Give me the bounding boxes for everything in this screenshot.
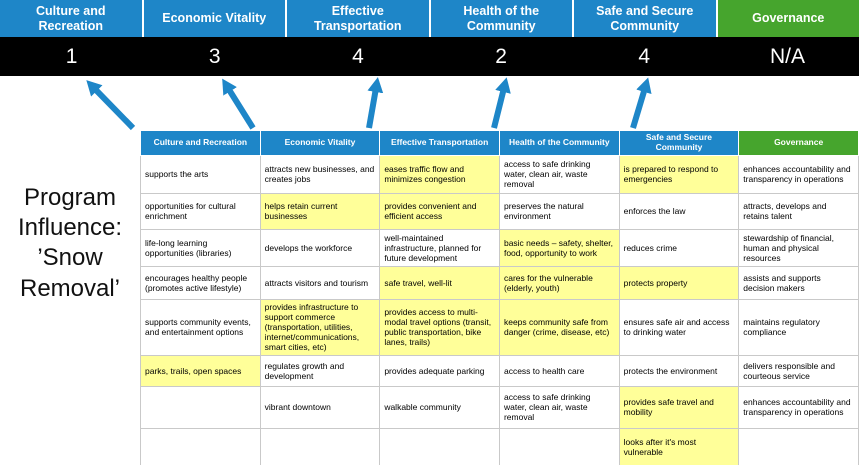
- matrix-row: opportunities for cultural enrichment hel…: [140, 192, 859, 230]
- up-arrow-icon: [491, 77, 511, 129]
- matrix-cell: life-long learning opportunities (librar…: [140, 228, 261, 267]
- matrix-body: supports the arts attracts new businesses…: [140, 154, 859, 465]
- matrix-cell: protects the environment: [618, 354, 740, 387]
- matrix-cell: stewardship of financial, human and phys…: [738, 228, 859, 267]
- matrix-cell: [259, 427, 381, 465]
- matrix-cell: ensures safe air and access to drinking …: [618, 298, 740, 356]
- matrix-cell: attracts new businesses, and creates job…: [259, 154, 381, 194]
- pillar-banner: Culture and Recreation Economic Vitality E…: [0, 0, 859, 37]
- matrix-cell: looks after it's most vulnerable: [618, 427, 740, 465]
- matrix-cell: delivers responsible and courteous servi…: [738, 354, 859, 387]
- matrix-cell: assists and supports decision makers: [738, 265, 859, 300]
- matrix-header: Economic Vitality: [259, 130, 381, 156]
- pillar-banner-cell: Governance: [717, 0, 859, 37]
- matrix-cell: eases traffic flow and minimizes congest…: [379, 154, 500, 194]
- matrix-row: life-long learning opportunities (librar…: [140, 228, 859, 267]
- program-title: Program Influence: ’Snow Removal’: [17, 184, 123, 302]
- score-value: N/A: [769, 44, 805, 68]
- matrix-cell: attracts, develops and retains talent: [738, 192, 859, 230]
- matrix-cell: is prepared to respond to emergencies: [618, 154, 740, 194]
- matrix-row: supports community events, and entertain…: [140, 298, 859, 356]
- matrix-cell: vibrant downtown: [259, 385, 381, 429]
- score-value: 4: [638, 44, 651, 68]
- matrix-cell: provides access to multi-modal travel op…: [379, 298, 500, 356]
- matrix-header: Culture and Recreation: [140, 130, 261, 156]
- matrix-row: parks, trails, open spaces regulates grow…: [140, 354, 859, 387]
- matrix-cell: well-maintained infrastructure, planned …: [379, 228, 500, 267]
- score-value: 4: [352, 44, 364, 68]
- matrix-cell: develops the workforce: [259, 228, 381, 267]
- matrix-cell: access to health care: [498, 354, 620, 387]
- up-arrow-icon: [222, 78, 256, 130]
- matrix-cell: basic needs – safety, shelter, food, opp…: [498, 228, 620, 267]
- matrix-cell: enhances accountability and transparency…: [738, 154, 859, 194]
- matrix-cell: keeps community safe from danger (crime,…: [498, 298, 620, 356]
- pillar-banner-cell: Effective Transportation: [287, 0, 431, 37]
- matrix-cell: [140, 427, 261, 465]
- pillar-banner-cell: Health of the Community: [430, 0, 574, 37]
- matrix-cell: enforces the law: [618, 192, 740, 230]
- matrix-cell: parks, trails, open spaces: [140, 354, 261, 387]
- pillar-banner-cell: Culture and Recreation: [0, 0, 144, 37]
- matrix-row: encourages healthy people (promotes acti…: [140, 265, 859, 300]
- matrix-row: looks after it's most vulnerable: [140, 427, 859, 465]
- matrix-row: vibrant downtown walkable community access…: [140, 385, 859, 429]
- matrix-header-row: Culture and Recreation Economic Vitality E…: [140, 130, 859, 156]
- matrix-cell: preserves the natural environment: [498, 192, 620, 230]
- matrix-header: Effective Transportation: [379, 130, 500, 156]
- score-value: 1: [65, 44, 78, 68]
- pillar-banner-cell: Safe and Secure Community: [574, 0, 718, 37]
- matrix-cell: [140, 385, 261, 429]
- matrix-cell: walkable community: [379, 385, 500, 429]
- matrix-cell: reduces crime: [618, 228, 740, 267]
- matrix-cell: attracts visitors and tourism: [259, 265, 381, 300]
- matrix-cell: safe travel, well-lit: [379, 265, 500, 300]
- up-arrow-icon: [86, 80, 136, 131]
- matrix-header: Health of the Community: [498, 130, 620, 156]
- score-band: 1 3 4 2 4 N/A: [0, 37, 859, 76]
- matrix-cell: access to safe drinking water, clean air…: [498, 154, 620, 194]
- matrix-cell: regulates growth and development: [259, 354, 381, 387]
- matrix-cell: [498, 427, 620, 465]
- matrix-cell: [379, 427, 500, 465]
- matrix-cell: provides adequate parking: [379, 354, 500, 387]
- matrix-cell: provides infrastructure to support comme…: [259, 298, 381, 356]
- matrix-cell: provides convenient and efficient access: [379, 192, 500, 230]
- influence-matrix: Culture and Recreation Economic Vitality E…: [140, 130, 859, 465]
- pillar-banner-cell: Economic Vitality: [143, 0, 287, 37]
- matrix-cell: provides safe travel and mobility: [618, 385, 740, 429]
- up-arrow-icon: [630, 77, 652, 129]
- matrix-cell: cares for the vulnerable (elderly, youth…: [498, 265, 620, 300]
- matrix-cell: helps retain current businesses: [259, 192, 381, 230]
- matrix-cell: opportunities for cultural enrichment: [140, 192, 261, 230]
- matrix-header: Safe and Secure Community: [618, 130, 740, 156]
- matrix-cell: supports community events, and entertain…: [140, 298, 261, 356]
- matrix-cell: access to safe drinking water, clean air…: [498, 385, 620, 429]
- matrix-cell: encourages healthy people (promotes acti…: [140, 265, 261, 300]
- score-value: 3: [208, 44, 221, 68]
- matrix-header: Governance: [738, 130, 859, 156]
- matrix-cell: protects property: [618, 265, 740, 300]
- matrix-cell: enhances accountability and transparency…: [738, 385, 859, 429]
- matrix-cell: supports the arts: [140, 154, 261, 194]
- score-arrows: [86, 77, 652, 131]
- matrix-row: supports the arts attracts new businesses…: [140, 154, 859, 194]
- score-value: 2: [495, 44, 507, 68]
- matrix-cell: [738, 427, 859, 465]
- up-arrow-icon: [366, 77, 384, 129]
- matrix-cell: maintains regulatory compliance: [738, 298, 859, 356]
